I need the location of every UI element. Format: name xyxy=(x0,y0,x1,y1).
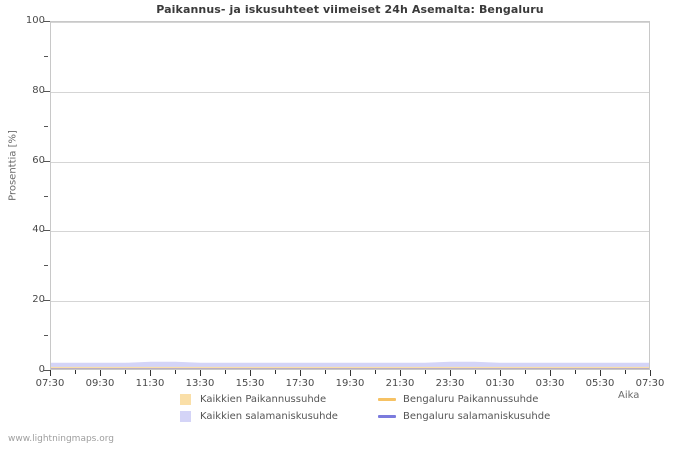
x-tick-major xyxy=(50,370,51,376)
x-tick-major xyxy=(400,370,401,376)
y-tick-minor xyxy=(44,335,48,337)
x-tick-minor xyxy=(375,370,376,374)
x-tick-label: 19:30 xyxy=(335,378,365,389)
legend-label: Kaikkien Paikannussuhde xyxy=(200,393,327,405)
x-tick-minor xyxy=(625,370,626,374)
x-tick-label: 03:30 xyxy=(535,378,565,389)
x-tick-major xyxy=(300,370,301,376)
y-tick-minor xyxy=(44,55,48,57)
x-axis-ticks xyxy=(50,370,651,378)
x-tick-minor xyxy=(175,370,176,374)
x-tick-major xyxy=(100,370,101,376)
x-tick-minor xyxy=(525,370,526,374)
x-tick-label: 01:30 xyxy=(485,378,515,389)
y-tick-label: 100 xyxy=(25,15,45,26)
gridline xyxy=(51,91,649,93)
y-tick-major xyxy=(44,300,50,302)
y-tick-label: 60 xyxy=(32,154,45,166)
y-tick-major xyxy=(44,90,50,92)
x-tick-minor xyxy=(425,370,426,374)
x-tick-major xyxy=(350,370,351,376)
x-tick-major xyxy=(250,370,251,376)
gridline xyxy=(51,231,649,233)
y-tick-major xyxy=(44,160,50,162)
y-tick-minor xyxy=(44,265,48,267)
y-tick-minor xyxy=(44,195,48,197)
x-tick-minor xyxy=(325,370,326,374)
legend-swatch-box-icon xyxy=(180,393,191,405)
y-tick-minor xyxy=(44,125,48,127)
x-tick-minor xyxy=(275,370,276,374)
y-tick-label: 80 xyxy=(32,84,45,96)
legend-label: Bengaluru salamaniskusuhde xyxy=(403,410,551,422)
x-tick-major xyxy=(550,370,551,376)
legend-item[interactable]: Bengaluru salamaniskusuhde xyxy=(378,409,550,423)
y-tick-major xyxy=(44,21,50,22)
y-tick-major xyxy=(44,370,50,371)
legend-label: Bengaluru Paikannussuhde xyxy=(403,393,539,405)
x-tick-minor xyxy=(475,370,476,374)
legend-item[interactable]: Kaikkien Paikannussuhde xyxy=(180,392,326,406)
x-tick-minor xyxy=(75,370,76,374)
x-tick-minor xyxy=(225,370,226,374)
x-tick-label: 23:30 xyxy=(435,378,465,389)
chart-title: Paikannus- ja iskusuhteet viimeiset 24h … xyxy=(156,3,544,16)
legend-swatch-line-icon xyxy=(378,414,396,418)
x-tick-label: 17:30 xyxy=(285,378,315,389)
x-tick-label: 15:30 xyxy=(235,378,265,389)
y-tick-label: 20 xyxy=(32,294,45,306)
y-tick-label: 40 xyxy=(32,224,45,236)
x-tick-major xyxy=(450,370,451,376)
legend-swatch-line-icon xyxy=(378,397,396,401)
gridline xyxy=(51,161,649,163)
x-tick-major xyxy=(500,370,501,376)
legend-label: Kaikkien salamaniskusuhde xyxy=(200,410,338,422)
watermark-label: www.lightningmaps.org xyxy=(8,434,114,444)
y-axis-ticks xyxy=(0,21,50,371)
chart-legend: Kaikkien Paikannussuhde Kaikkien salamani… xyxy=(180,392,650,424)
x-tick-label: 07:30 xyxy=(635,378,665,389)
x-tick-major xyxy=(150,370,151,376)
x-tick-major xyxy=(600,370,601,376)
x-axis-labels: 07:30 09:30 11:30 13:30 15:30 17:30 19:30 21:30… xyxy=(0,378,700,392)
x-tick-label: 05:30 xyxy=(585,378,615,389)
legend-item[interactable]: Kaikkien salamaniskusuhde xyxy=(180,409,338,423)
x-tick-label: 11:30 xyxy=(135,378,165,389)
legend-item[interactable]: Bengaluru Paikannussuhde xyxy=(378,392,538,406)
x-axis-title: Aika xyxy=(618,390,640,401)
x-tick-label: 09:30 xyxy=(85,378,115,389)
x-tick-label: 13:30 xyxy=(185,378,215,389)
x-tick-major xyxy=(650,370,651,376)
y-axis-title: Prosenttia [%] xyxy=(7,130,19,201)
x-tick-minor xyxy=(125,370,126,374)
y-tick-label: 0 xyxy=(38,364,45,375)
x-tick-major xyxy=(200,370,201,376)
gridline xyxy=(51,22,649,23)
y-tick-major xyxy=(44,230,50,232)
area-bands-svg xyxy=(51,361,649,369)
gridline xyxy=(51,301,649,303)
y-axis-labels: 0 20 40 60 80 100 xyxy=(0,16,45,375)
legend-swatch-box-icon xyxy=(180,410,191,422)
x-tick-label: 21:30 xyxy=(385,378,415,389)
area-band xyxy=(51,366,649,369)
x-tick-minor xyxy=(575,370,576,374)
x-tick-label: 07:30 xyxy=(35,378,65,389)
area-bands xyxy=(51,22,649,369)
plot-area xyxy=(50,21,650,370)
